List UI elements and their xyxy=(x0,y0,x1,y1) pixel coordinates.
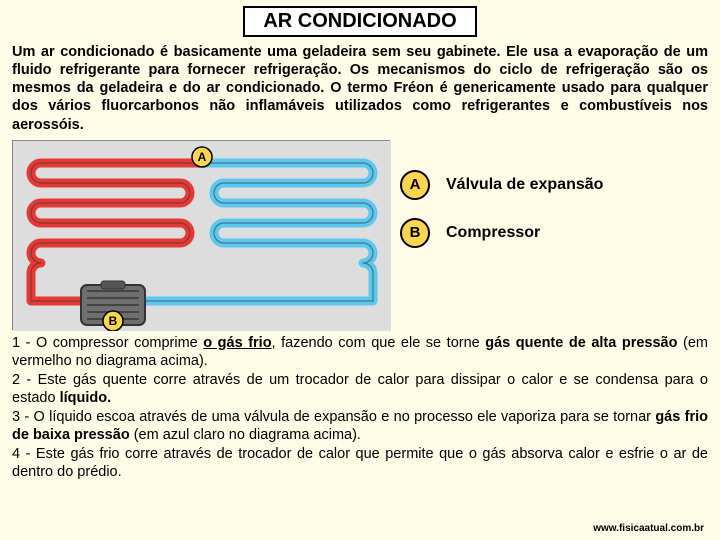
footer-url: www.fisicaatual.com.br xyxy=(593,523,704,534)
step3-post: (em azul claro no diagrama acima). xyxy=(130,427,361,443)
title-box: AR CONDICIONADO xyxy=(243,6,476,37)
step2-b1: líquido. xyxy=(60,390,112,406)
legend-row-b: B Compressor xyxy=(400,218,708,248)
step1-b2: gás quente de alta pressão xyxy=(485,335,677,351)
legend: A Válvula de expansão B Compressor xyxy=(400,140,708,330)
legend-label-b: Compressor xyxy=(446,224,540,242)
step2-pre: 2 - Este gás quente corre através de um … xyxy=(12,372,708,407)
step1-mid: , fazendo com que ele se torne xyxy=(272,335,486,351)
refrigeration-diagram: AB xyxy=(12,140,390,330)
svg-text:B: B xyxy=(109,314,118,328)
svg-text:A: A xyxy=(198,150,207,164)
step3-pre: 3 - O líquido escoa através de uma válvu… xyxy=(12,409,655,425)
step1-pre: 1 - O compressor comprime xyxy=(12,335,203,351)
legend-badge-b: B xyxy=(400,218,430,248)
page-title: AR CONDICIONADO xyxy=(263,10,456,33)
legend-row-a: A Válvula de expansão xyxy=(400,170,708,200)
legend-label-a: Válvula de expansão xyxy=(446,176,603,194)
middle-row: AB A Válvula de expansão B Compressor xyxy=(12,140,708,330)
step4: 4 - Este gás frio corre através de troca… xyxy=(12,446,708,481)
legend-badge-a: A xyxy=(400,170,430,200)
intro-text: Um ar condicionado é basicamente uma gel… xyxy=(12,43,708,134)
step1-b1: o gás frio xyxy=(203,335,271,351)
steps-text: 1 - O compressor comprime o gás frio, fa… xyxy=(12,334,708,482)
